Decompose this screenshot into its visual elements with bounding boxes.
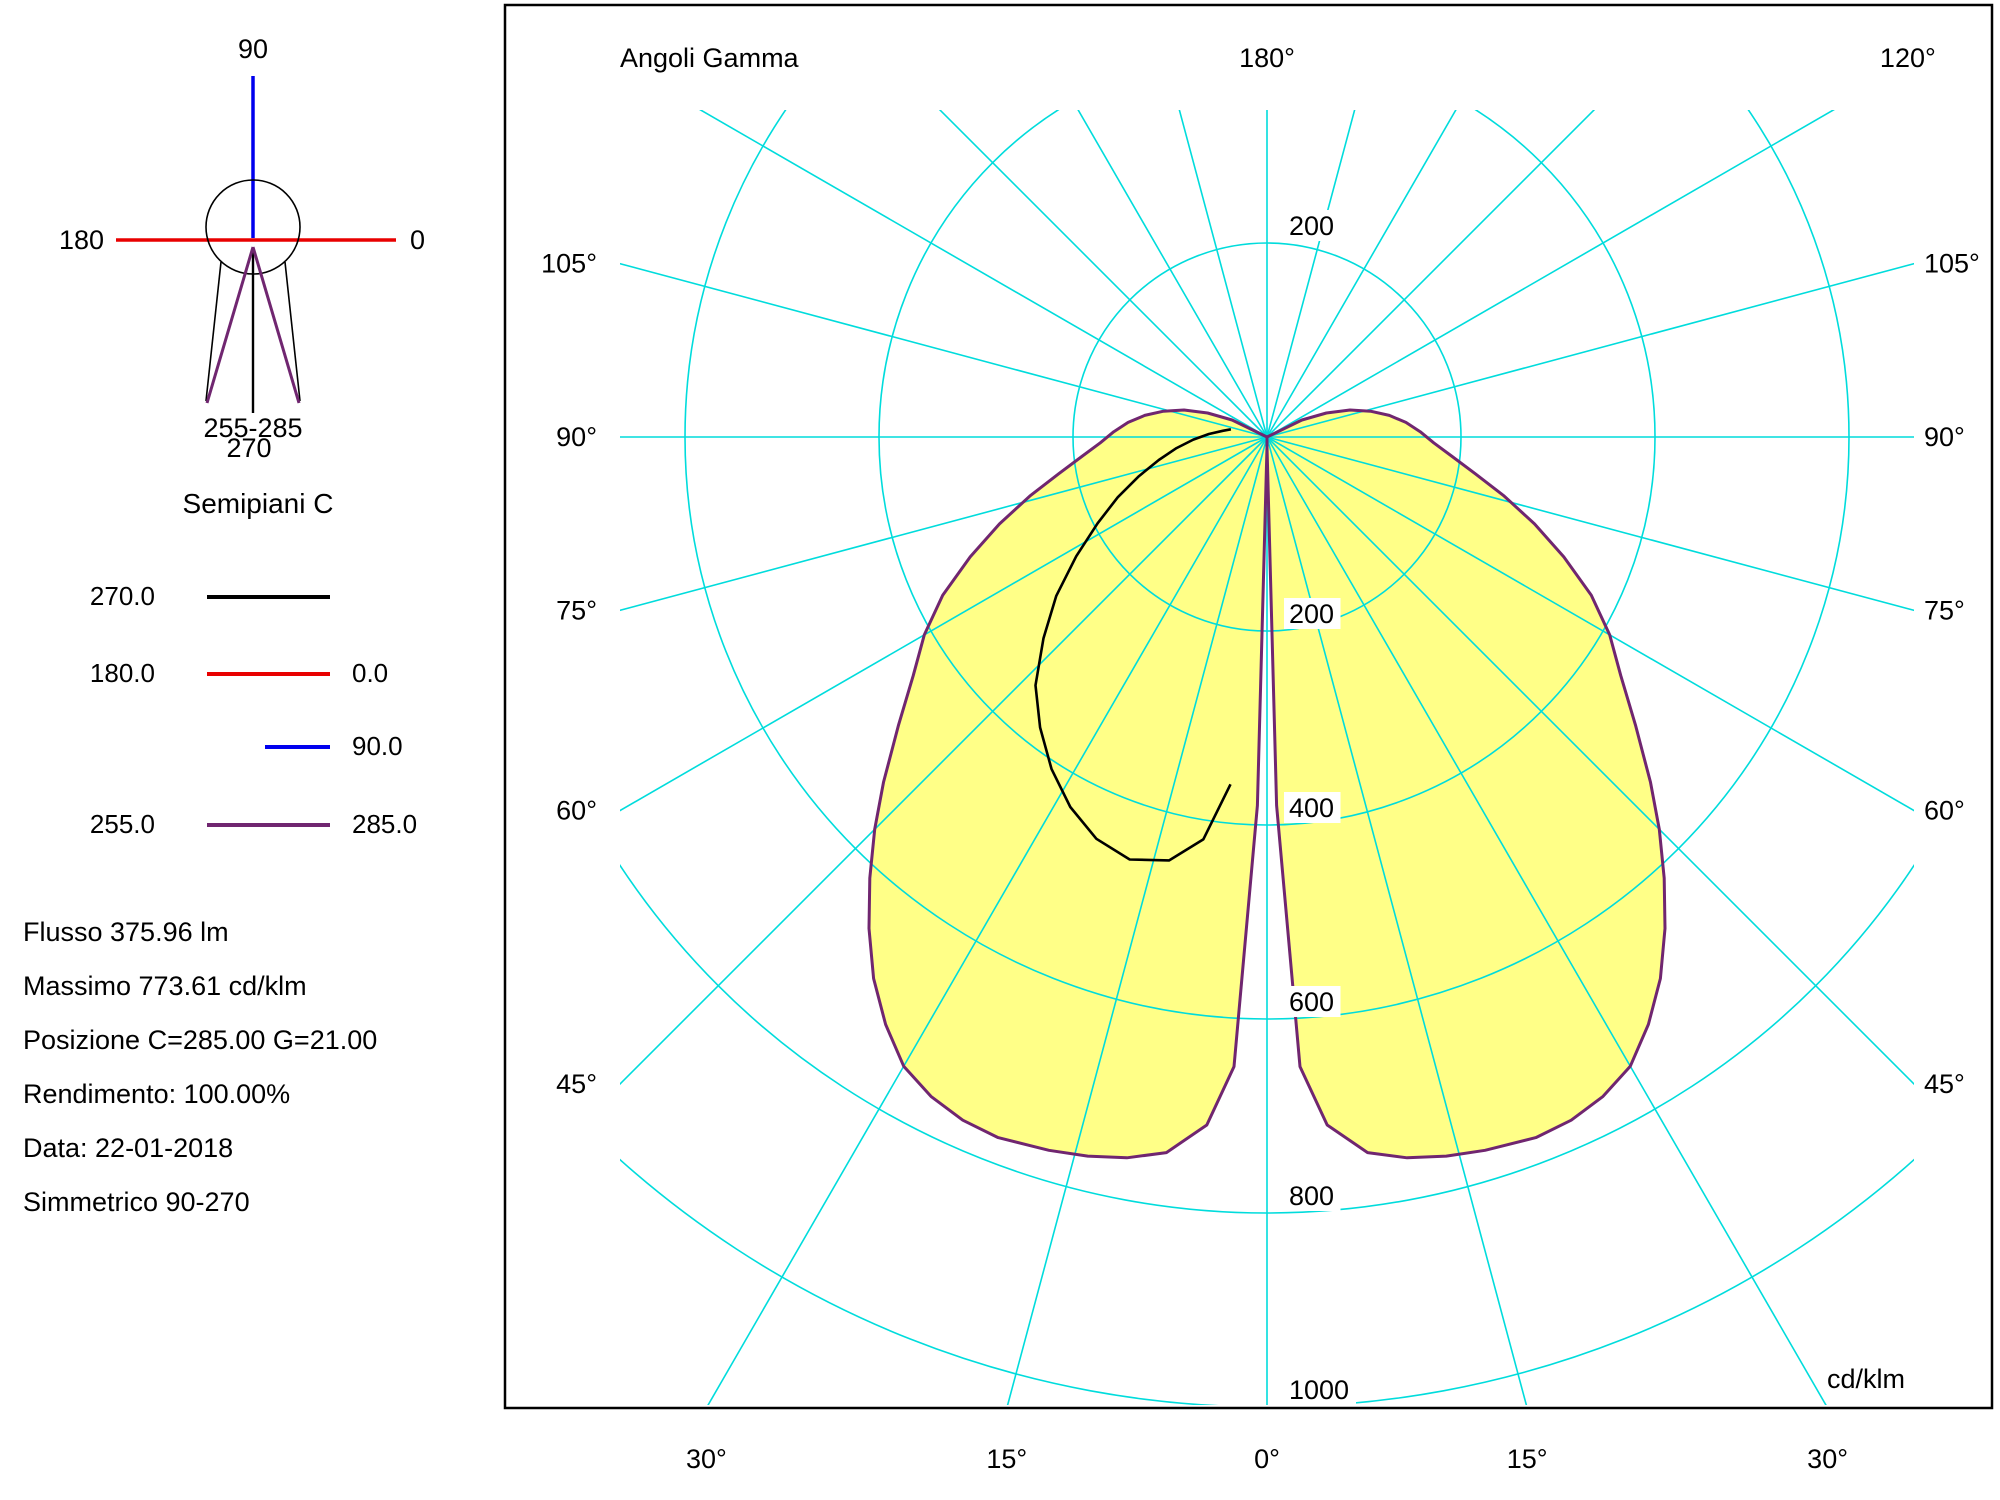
grid-ray bbox=[938, 110, 1268, 438]
grid-ray bbox=[1266, 110, 1356, 438]
tick-label-box bbox=[1284, 1374, 1356, 1405]
grid-ray bbox=[1266, 436, 1914, 812]
grid-ray bbox=[1266, 262, 1914, 438]
gamma-angle-label: 0° bbox=[1254, 1444, 1280, 1474]
radial-tick-label: 1000 bbox=[1289, 1375, 1349, 1405]
gamma-angle-label: 180° bbox=[1239, 43, 1295, 73]
legend-line-270 bbox=[207, 595, 330, 599]
legend-label-270: 270.0 bbox=[89, 581, 155, 611]
legend-label-90: 90.0 bbox=[352, 731, 403, 761]
orientation-right-label: 0 bbox=[410, 225, 425, 255]
gamma-angle-label: 45° bbox=[556, 1069, 597, 1099]
gamma-angle-label: 30° bbox=[1807, 1444, 1848, 1474]
lamp-cone-left-icon bbox=[205, 261, 222, 402]
c255-direction-line bbox=[205, 246, 255, 404]
legend-label-255: 255.0 bbox=[89, 809, 155, 839]
grid-ray bbox=[699, 110, 1268, 438]
grid-ray bbox=[1077, 110, 1268, 438]
orientation-down-label: 270 bbox=[226, 433, 271, 463]
photometric-info-block: Flusso 375.96 lm Massimo 773.61 cd/klm P… bbox=[23, 905, 377, 1229]
legend-label-0: 0.0 bbox=[352, 658, 389, 688]
semipiani-caption: Semipiani C bbox=[183, 488, 334, 519]
legend-label-285: 285.0 bbox=[352, 809, 418, 839]
grid-ray bbox=[1266, 110, 1457, 438]
orientation-up-label: 90 bbox=[238, 34, 268, 64]
grid-ray bbox=[1266, 436, 1914, 1086]
gamma-angle-label: 45° bbox=[1924, 1069, 1965, 1099]
gamma-angle-label: 75° bbox=[556, 595, 597, 625]
grid-ray bbox=[707, 436, 1268, 1405]
orientation-left-label: 180 bbox=[59, 225, 104, 255]
grid-ray bbox=[1266, 436, 1827, 1405]
info-massimo: Massimo 773.61 cd/klm bbox=[23, 971, 307, 1001]
radial-tick-label: 200 bbox=[1289, 211, 1334, 241]
legend-line-90 bbox=[265, 745, 330, 749]
radial-tick-label: 200 bbox=[1289, 599, 1334, 629]
grid-ray bbox=[1266, 110, 1835, 438]
grid-ray bbox=[1266, 436, 1528, 1405]
tick-label-box bbox=[1284, 986, 1341, 1017]
luminaire-orientation-diagram: 90 180 0 255-285 270 Semipiani C bbox=[59, 34, 425, 519]
info-simmetria: Simmetrico 90-270 bbox=[23, 1187, 250, 1217]
radial-tick-label: 400 bbox=[1289, 793, 1334, 823]
grid-ray bbox=[1178, 110, 1268, 438]
grid-ray bbox=[620, 436, 1268, 812]
intensity-lobes-fill bbox=[869, 410, 1665, 1158]
radial-tick-label: 600 bbox=[1289, 987, 1334, 1017]
gamma-angle-label: 15° bbox=[986, 1444, 1027, 1474]
legend-label-180: 180.0 bbox=[89, 658, 155, 688]
info-flusso: Flusso 375.96 lm bbox=[23, 917, 229, 947]
gamma-angle-label: 90° bbox=[556, 422, 597, 452]
tick-label-box bbox=[1284, 792, 1341, 823]
info-posizione: Posizione C=285.00 G=21.00 bbox=[23, 1025, 378, 1055]
gamma-angle-label: 105° bbox=[1924, 249, 1980, 279]
plot-border bbox=[503, 3, 1994, 1410]
gamma-angle-label: 105° bbox=[541, 249, 597, 279]
gamma-angle-label: 30° bbox=[686, 1444, 727, 1474]
info-data: Data: 22-01-2018 bbox=[23, 1133, 234, 1163]
gamma-angle-label: 60° bbox=[1924, 796, 1965, 826]
c285-direction-line bbox=[251, 246, 301, 404]
legend-line-0-180 bbox=[207, 672, 330, 676]
grid-ray bbox=[620, 262, 1268, 438]
curve-c270 bbox=[1034, 428, 1232, 862]
chart-title: Angoli Gamma bbox=[620, 43, 800, 73]
grid-ray bbox=[620, 436, 1268, 1086]
radial-tick-label: 800 bbox=[1289, 1181, 1334, 1211]
tick-label-box bbox=[1284, 1180, 1341, 1211]
gamma-angle-label: 15° bbox=[1507, 1444, 1548, 1474]
gamma-angle-label: 120° bbox=[1880, 43, 1936, 73]
gamma-angle-label: 60° bbox=[556, 796, 597, 826]
info-rendimento: Rendimento: 100.00% bbox=[23, 1079, 291, 1109]
orientation-range-label: 255-285 bbox=[203, 413, 302, 443]
tick-label-box bbox=[1284, 210, 1341, 241]
lamp-cone-right-icon bbox=[284, 261, 301, 402]
curve-c255-c285 bbox=[867, 408, 1667, 1160]
legend-line-255-285 bbox=[207, 823, 330, 827]
gamma-angle-label: 75° bbox=[1924, 595, 1965, 625]
grid-ray bbox=[1266, 110, 1596, 438]
grid-ray bbox=[1006, 436, 1268, 1405]
gamma-angle-label: 90° bbox=[1924, 422, 1965, 452]
tick-label-box bbox=[1284, 598, 1341, 629]
unit-label: cd/klm bbox=[1827, 1364, 1905, 1394]
